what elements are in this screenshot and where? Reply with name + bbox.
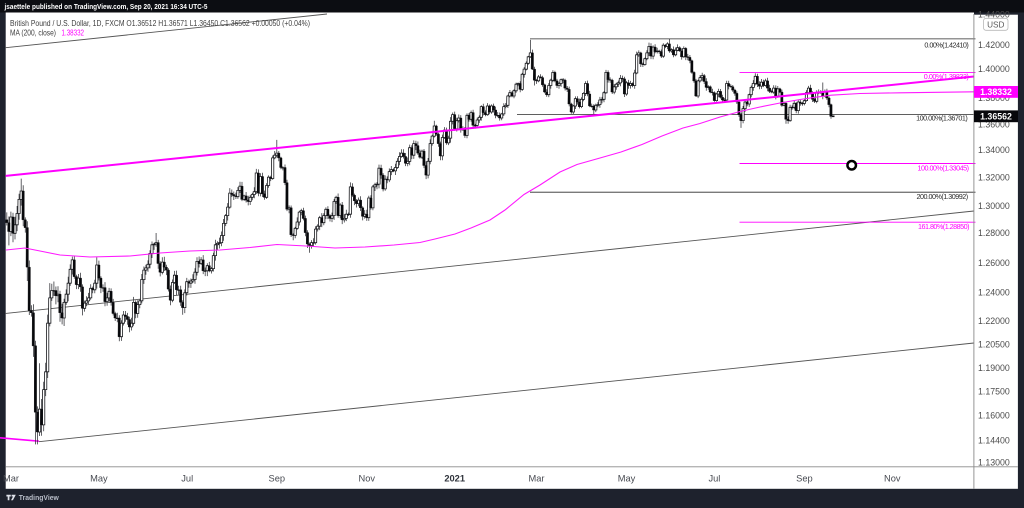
svg-text:100.00%(1.36701): 100.00%(1.36701) xyxy=(916,113,968,122)
svg-text:1.42000: 1.42000 xyxy=(978,40,1010,50)
svg-text:1.38000: 1.38000 xyxy=(978,93,1010,103)
svg-text:Jul: Jul xyxy=(708,473,720,483)
svg-text:1.24000: 1.24000 xyxy=(978,287,1010,297)
svg-text:200.00%(1.30992): 200.00%(1.30992) xyxy=(917,192,969,201)
svg-text:1.19000: 1.19000 xyxy=(978,363,1010,373)
svg-text:1.13000: 1.13000 xyxy=(978,457,1010,467)
svg-text:Mar: Mar xyxy=(3,473,19,483)
svg-text:May: May xyxy=(90,473,108,483)
svg-text:Nov: Nov xyxy=(359,473,376,483)
svg-text:Nov: Nov xyxy=(884,473,901,483)
svg-text:May: May xyxy=(618,473,636,483)
svg-text:0.00%(1.39833): 0.00%(1.39833) xyxy=(924,72,969,81)
svg-text:100.00%(1.33045): 100.00%(1.33045) xyxy=(918,163,970,172)
svg-text:1.20500: 1.20500 xyxy=(978,340,1010,350)
svg-text:1.28000: 1.28000 xyxy=(978,228,1010,238)
svg-text:British Pound / U.S. Dollar, 1: British Pound / U.S. Dollar, 1D, FXCM O1… xyxy=(10,19,310,28)
svg-text:Jul: Jul xyxy=(181,473,193,483)
svg-text:2021: 2021 xyxy=(444,473,465,483)
svg-text:MA (200, close): MA (200, close) xyxy=(10,29,56,38)
svg-text:Sep: Sep xyxy=(269,473,286,483)
svg-text:1.16000: 1.16000 xyxy=(978,411,1010,421)
svg-text:1.30000: 1.30000 xyxy=(978,201,1010,211)
svg-text:Mar: Mar xyxy=(528,473,544,483)
svg-text:161.80%(1.28850): 161.80%(1.28850) xyxy=(918,222,970,231)
svg-text:1.26000: 1.26000 xyxy=(978,258,1010,268)
svg-text:jsaettele published on Trading: jsaettele published on TradingView.com, … xyxy=(4,2,208,11)
svg-text:1.38332: 1.38332 xyxy=(980,87,1012,97)
svg-text:1.34000: 1.34000 xyxy=(978,145,1010,155)
svg-text:0.00%(1.42410): 0.00%(1.42410) xyxy=(924,40,968,49)
svg-text:1.14400: 1.14400 xyxy=(978,435,1010,445)
svg-text:1.36000: 1.36000 xyxy=(978,120,1010,130)
svg-text:1.32000: 1.32000 xyxy=(978,173,1010,183)
svg-text:1.38332: 1.38332 xyxy=(62,29,85,38)
svg-text:1.40000: 1.40000 xyxy=(978,64,1010,74)
svg-text:Sep: Sep xyxy=(796,473,813,483)
svg-text:TradingView: TradingView xyxy=(19,495,60,502)
svg-text:1.36562: 1.36562 xyxy=(980,112,1012,122)
svg-text:1.17500: 1.17500 xyxy=(978,387,1010,397)
svg-text:1.44000: 1.44000 xyxy=(978,10,1010,20)
svg-text:USD: USD xyxy=(987,20,1004,29)
svg-text:1.22000: 1.22000 xyxy=(978,316,1010,326)
